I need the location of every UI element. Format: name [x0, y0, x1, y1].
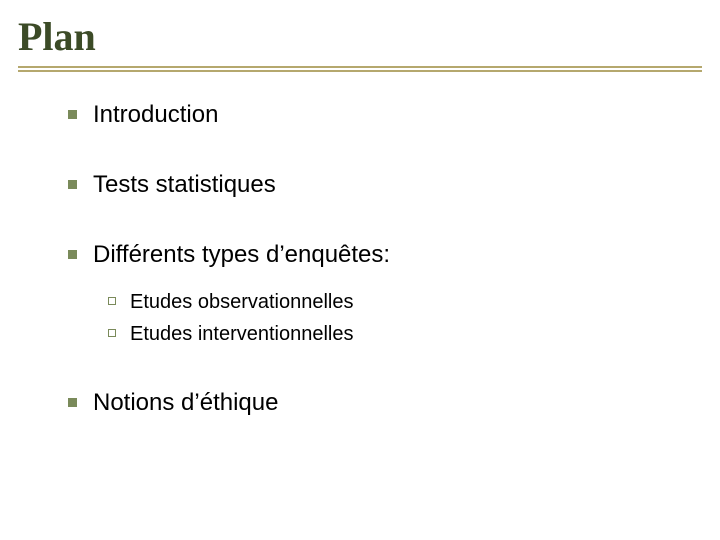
square-bullet-icon [68, 180, 77, 189]
sublist-item: Etudes observationnelles [108, 288, 658, 316]
list-item: Introduction [68, 100, 658, 130]
title-divider [18, 66, 702, 72]
spacer [68, 270, 658, 288]
slide: Plan Introduction Tests statistiques Dif… [0, 0, 720, 540]
list-item: Notions d’éthique [68, 388, 658, 418]
square-bullet-icon [68, 250, 77, 259]
list-item-label: Notions d’éthique [93, 388, 278, 418]
square-bullet-icon [68, 110, 77, 119]
square-bullet-icon [68, 398, 77, 407]
list-item: Différents types d’enquêtes: [68, 240, 658, 270]
sublist-item-label: Etudes interventionnelles [130, 320, 353, 348]
square-outline-bullet-icon [108, 297, 116, 305]
list-item-label: Tests statistiques [93, 170, 276, 200]
content-body: Introduction Tests statistiques Différen… [68, 100, 658, 418]
list-item: Tests statistiques [68, 170, 658, 200]
page-title: Plan [18, 14, 702, 66]
spacer [68, 348, 658, 388]
title-block: Plan [18, 14, 702, 72]
spacer [68, 200, 658, 240]
square-outline-bullet-icon [108, 329, 116, 337]
list-item-label: Introduction [93, 100, 218, 130]
list-item-label: Différents types d’enquêtes: [93, 240, 390, 270]
spacer [68, 130, 658, 170]
sublist-item: Etudes interventionnelles [108, 320, 658, 348]
sublist-item-label: Etudes observationnelles [130, 288, 353, 316]
